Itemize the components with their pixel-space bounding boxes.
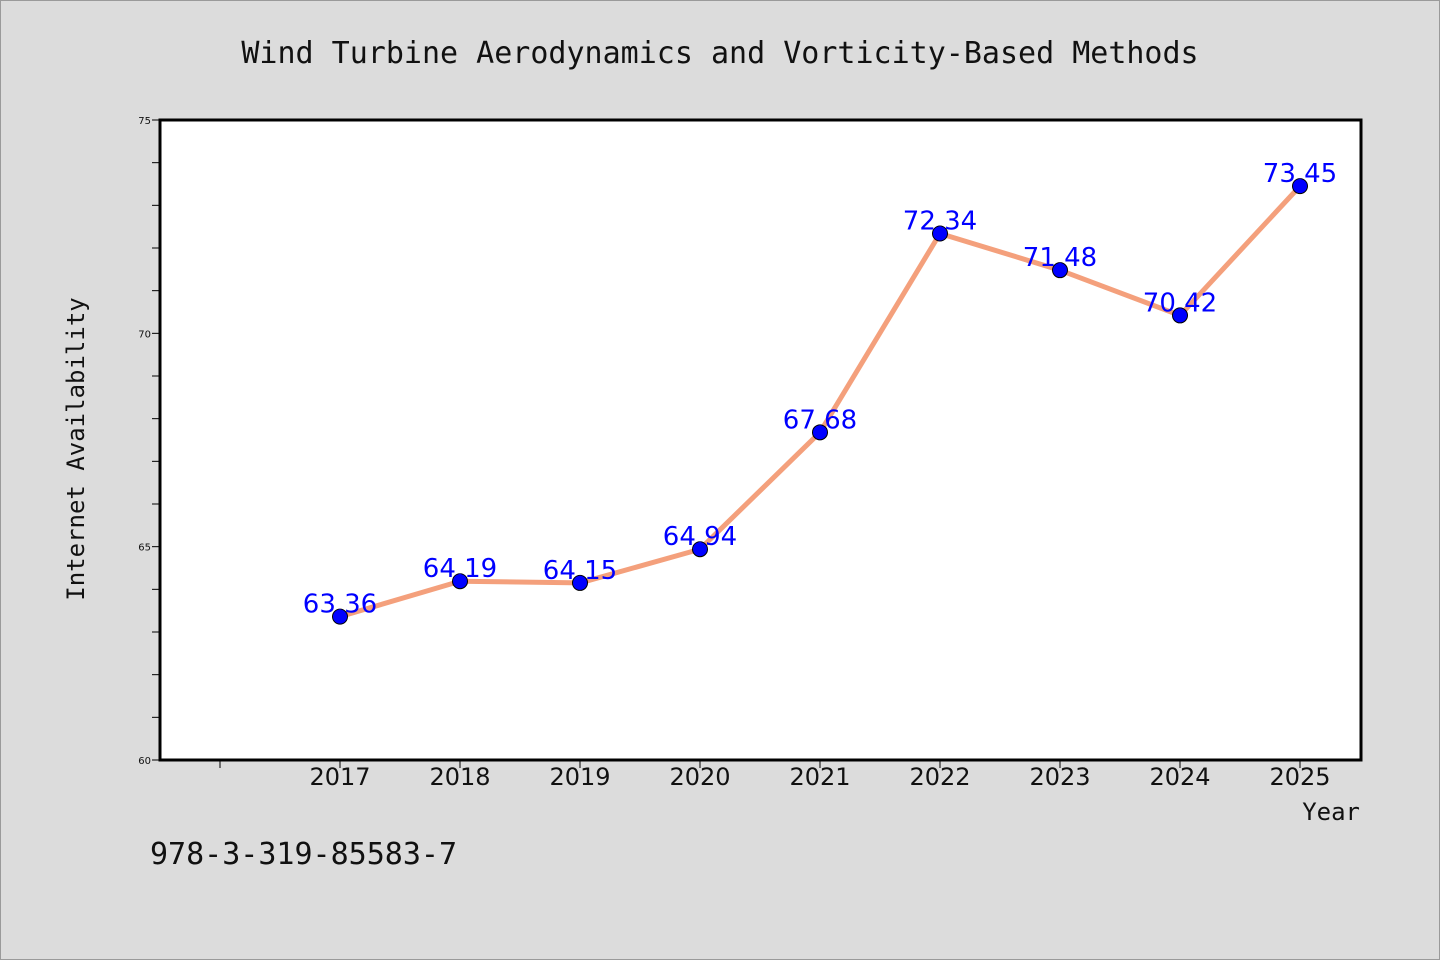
- x-axis-label: Year: [1302, 798, 1360, 826]
- y-tick-label: 70: [138, 329, 151, 340]
- footer-isbn: 978-3-319-85583-7: [150, 837, 457, 872]
- y-tick-label: 60: [138, 756, 151, 767]
- data-point: [692, 541, 708, 558]
- x-tick-label: 2024: [1149, 763, 1210, 791]
- y-tick-label: 65: [138, 543, 151, 554]
- plot-area: [158, 118, 1363, 762]
- data-label: 72.34: [903, 206, 977, 236]
- data-label: 64.94: [663, 522, 737, 552]
- x-tick-label: 2018: [429, 763, 490, 791]
- data-point: [1172, 307, 1188, 324]
- data-label: 63.36: [303, 590, 377, 620]
- data-point: [1292, 178, 1308, 195]
- data-point: [1052, 262, 1068, 279]
- data-point: [572, 574, 588, 591]
- y-tick-label: 75: [138, 116, 151, 127]
- data-point: [932, 225, 948, 242]
- series-layer: 63.36 64.19 64.15 64.94 67.68 72.34 71.48 70.42…: [303, 159, 1337, 625]
- data-point: [452, 573, 468, 590]
- data-label: 64.15: [543, 556, 617, 586]
- data-label: 67.68: [783, 405, 857, 435]
- x-tick-label: 2020: [669, 763, 730, 791]
- data-label: 64.19: [423, 554, 497, 584]
- x-tick-label: 2017: [309, 763, 370, 791]
- x-tick-label: 2023: [1029, 763, 1090, 791]
- data-point: [332, 608, 348, 625]
- data-label: 73.45: [1263, 159, 1337, 189]
- data-point: [812, 424, 828, 441]
- chart-title: Wind Turbine Aerodynamics and Vorticity-…: [241, 36, 1198, 71]
- y-axis: 60 65 70 75: [138, 116, 160, 767]
- x-tick-label: 2019: [549, 763, 610, 791]
- x-tick-label: 2022: [909, 763, 970, 791]
- data-label: 71.48: [1023, 243, 1097, 273]
- data-label: 70.42: [1143, 288, 1217, 318]
- x-axis: 2017 2018 2019 2020 2021 2022 2023 2024 2025: [219, 760, 1331, 791]
- x-tick-label: 2025: [1269, 763, 1330, 791]
- y-axis-label: Internet Availability: [62, 297, 90, 600]
- x-tick-label: 2021: [789, 763, 850, 791]
